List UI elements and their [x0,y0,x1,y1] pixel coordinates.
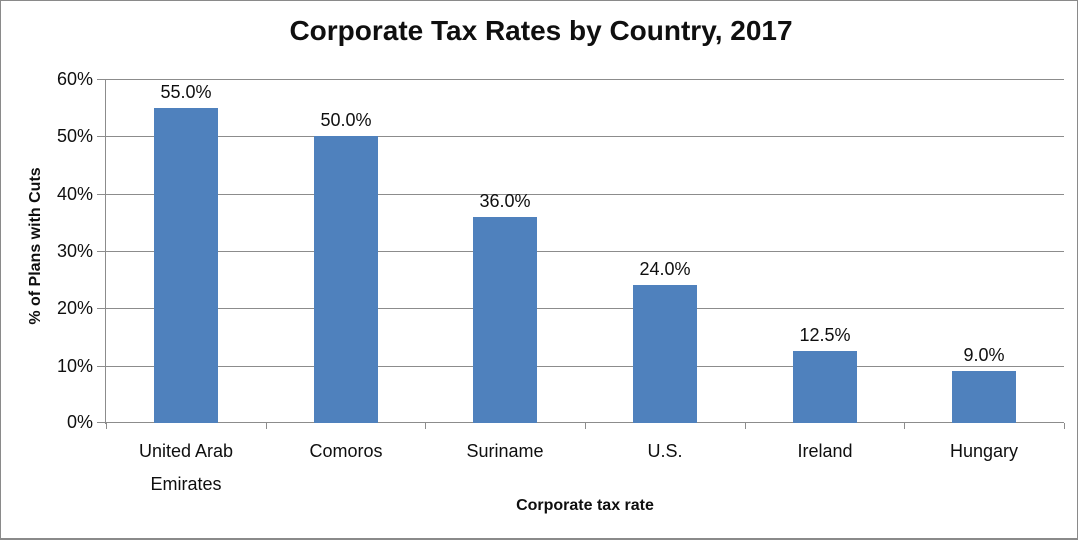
y-axis-line [105,79,106,424]
x-tick-mark [1064,423,1065,429]
y-tick-label: 30% [56,241,93,261]
bar-5 [793,351,857,423]
y-tick-mark [97,136,105,137]
x-tick-mark [585,423,586,429]
x-category-label: U.S. [647,441,683,461]
y-tick-label: 60% [56,69,93,89]
y-tick-mark [97,251,105,252]
gridline [106,308,1064,309]
y-tick-label: 0% [66,412,93,432]
x-category-label: Ireland [797,441,853,461]
y-tick-label: 50% [56,126,93,146]
y-tick-mark [97,79,105,80]
bar-value-label: 55.0% [160,82,212,102]
x-category-label: United Arab Emirates [138,441,234,494]
x-category-label: Suriname [466,441,544,461]
bar-value-label: 24.0% [639,259,691,279]
x-category-label: Hungary [949,441,1019,461]
bar-2 [314,136,378,423]
bar-value-label: 9.0% [963,345,1005,365]
y-tick-label: 20% [56,298,93,318]
x-tick-mark [106,423,107,429]
y-tick-label: 10% [56,356,93,376]
bar-3 [473,217,537,423]
y-tick-mark [97,422,105,423]
plot-area: 55.0% 50.0% 36.0% 24.0% 12.5% 9.0% [106,79,1064,423]
gridline [106,194,1064,195]
bar-value-label: 12.5% [799,325,851,345]
y-tick-mark [97,194,105,195]
gridline [106,422,1064,423]
chart-title: Corporate Tax Rates by Country, 2017 [289,15,793,46]
bar-6 [952,371,1016,423]
x-axis-title: Corporate tax rate [516,497,654,514]
y-tick-mark [97,308,105,309]
bar-4 [633,285,697,423]
x-category-label: Comoros [309,441,383,461]
x-tick-mark [425,423,426,429]
x-axis-category-labels: United Arab Emirates Comoros Suriname U.S. I… [106,435,1064,499]
y-tick-label: 40% [56,184,93,204]
bar-value-label: 36.0% [479,191,531,211]
x-tick-mark [904,423,905,429]
bar-value-label: 50.0% [320,110,372,130]
gridline [106,251,1064,252]
bar-1 [154,108,218,423]
x-tick-mark [745,423,746,429]
x-tick-mark [266,423,267,429]
gridline [106,136,1064,137]
gridline [106,366,1064,367]
y-tick-mark [97,366,105,367]
gridline [106,79,1064,80]
